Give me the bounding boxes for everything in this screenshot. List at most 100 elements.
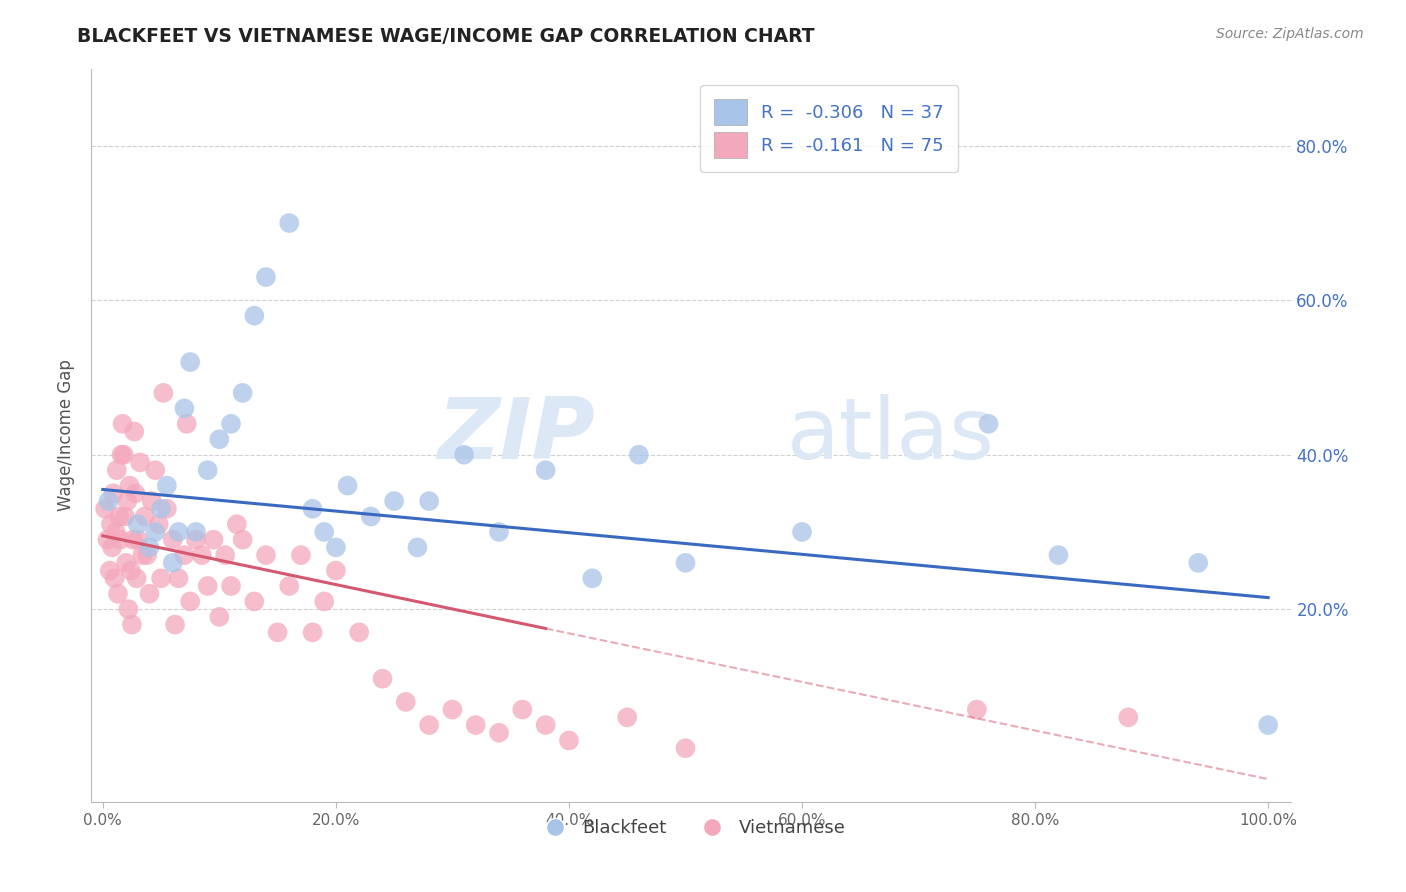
Point	[290, 548, 312, 562]
Point	[534, 463, 557, 477]
Point	[103, 486, 125, 500]
Point	[790, 524, 813, 539]
Point	[111, 417, 134, 431]
Point	[488, 725, 510, 739]
Point	[127, 533, 149, 547]
Point	[208, 610, 231, 624]
Point	[347, 625, 370, 640]
Point	[141, 494, 163, 508]
Point	[108, 509, 131, 524]
Point	[184, 524, 207, 539]
Point	[136, 548, 159, 562]
Point	[616, 710, 638, 724]
Point	[112, 448, 135, 462]
Point	[165, 617, 187, 632]
Point	[101, 541, 124, 555]
Point	[325, 564, 347, 578]
Point	[138, 541, 160, 555]
Point	[125, 571, 148, 585]
Point	[97, 494, 120, 508]
Point	[202, 533, 225, 547]
Point	[254, 548, 277, 562]
Point	[94, 501, 117, 516]
Point	[124, 486, 146, 500]
Point	[232, 385, 254, 400]
Point	[115, 556, 138, 570]
Point	[105, 463, 128, 477]
Point	[627, 448, 650, 462]
Point	[1187, 556, 1209, 570]
Text: Source: ZipAtlas.com: Source: ZipAtlas.com	[1216, 27, 1364, 41]
Point	[127, 517, 149, 532]
Point	[197, 579, 219, 593]
Point	[301, 625, 323, 640]
Point	[395, 695, 418, 709]
Point	[173, 401, 195, 416]
Text: atlas: atlas	[787, 394, 995, 477]
Point	[418, 494, 440, 508]
Point	[336, 478, 359, 492]
Point	[138, 587, 160, 601]
Point	[208, 432, 231, 446]
Point	[360, 509, 382, 524]
Point	[232, 533, 254, 547]
Point	[134, 509, 156, 524]
Y-axis label: Wage/Income Gap: Wage/Income Gap	[58, 359, 75, 511]
Point	[131, 548, 153, 562]
Point	[143, 524, 166, 539]
Point	[1257, 718, 1279, 732]
Point	[225, 517, 247, 532]
Point	[167, 571, 190, 585]
Point	[966, 702, 988, 716]
Point	[382, 494, 405, 508]
Point	[107, 587, 129, 601]
Point	[98, 564, 121, 578]
Point	[121, 617, 143, 632]
Point	[167, 524, 190, 539]
Point	[96, 533, 118, 547]
Point	[148, 517, 170, 532]
Point	[278, 579, 301, 593]
Point	[103, 571, 125, 585]
Point	[150, 571, 173, 585]
Point	[110, 533, 132, 547]
Point	[254, 270, 277, 285]
Point	[266, 625, 288, 640]
Point	[675, 741, 697, 756]
Point	[1047, 548, 1070, 562]
Point	[162, 533, 184, 547]
Point	[453, 448, 475, 462]
Legend: Blackfeet, Vietnamese: Blackfeet, Vietnamese	[530, 812, 853, 845]
Point	[977, 417, 1000, 431]
Point	[534, 718, 557, 732]
Point	[675, 556, 697, 570]
Point	[117, 602, 139, 616]
Point	[100, 517, 122, 532]
Point	[314, 524, 336, 539]
Point	[179, 355, 201, 369]
Point	[581, 571, 603, 585]
Point	[278, 216, 301, 230]
Point	[117, 494, 139, 508]
Point	[219, 417, 242, 431]
Point	[243, 594, 266, 608]
Point	[122, 533, 145, 547]
Point	[122, 425, 145, 439]
Point	[512, 702, 534, 716]
Point	[114, 509, 136, 524]
Text: BLACKFEET VS VIETNAMESE WAGE/INCOME GAP CORRELATION CHART: BLACKFEET VS VIETNAMESE WAGE/INCOME GAP …	[77, 27, 815, 45]
Point	[150, 501, 173, 516]
Point	[325, 541, 347, 555]
Point	[214, 548, 236, 562]
Point	[162, 556, 184, 570]
Point	[418, 718, 440, 732]
Point	[156, 501, 179, 516]
Point	[173, 548, 195, 562]
Point	[371, 672, 394, 686]
Point	[184, 533, 207, 547]
Point	[191, 548, 214, 562]
Text: ZIP: ZIP	[437, 394, 595, 477]
Point	[441, 702, 464, 716]
Point	[243, 309, 266, 323]
Point	[314, 594, 336, 608]
